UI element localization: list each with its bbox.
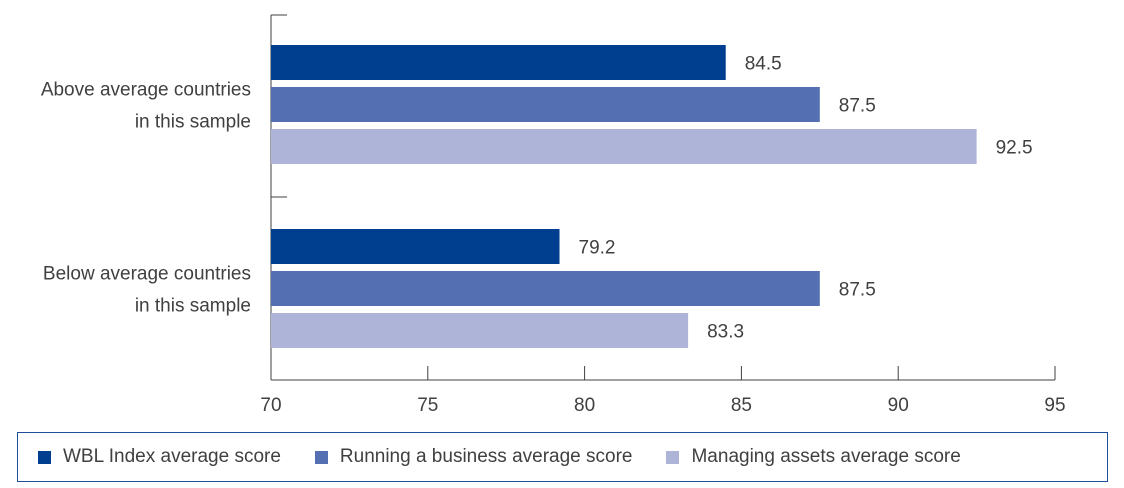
legend-label-wbl: WBL Index average score (63, 446, 281, 467)
bar-cat1-series0 (271, 229, 560, 264)
category-label-1-line-1: in this sample (135, 296, 251, 317)
legend-swatch-running-business (314, 450, 328, 464)
x-tick-label-90: 90 (888, 395, 909, 416)
category-label-0-line-1: in this sample (135, 112, 251, 133)
legend-item-managing-assets: Managing assets average score (666, 446, 961, 468)
legend-swatch-managing-assets (666, 450, 680, 464)
legend-item-running-business: Running a business average score (314, 446, 633, 468)
data-label-cat1-series0: 79.2 (579, 238, 616, 259)
data-label-cat0-series2: 92.5 (996, 138, 1033, 159)
x-tick-label-85: 85 (731, 395, 752, 416)
data-label-cat1-series2: 83.3 (707, 322, 744, 343)
x-tick-label-75: 75 (417, 395, 438, 416)
bar-cat1-series1 (271, 271, 820, 306)
bar-chart-svg: 70 75 80 85 90 95 84.5 87.5 92.5 Above average co… (41, 14, 1066, 416)
data-label-cat0-series0: 84.5 (745, 54, 782, 75)
x-tick-label-95: 95 (1044, 395, 1065, 416)
category-label-1-line-0: Below average countries (43, 264, 251, 285)
legend-swatch-wbl (38, 450, 51, 464)
legend-item-wbl: WBL Index average score (38, 446, 281, 468)
bar-cat1-series2 (271, 313, 689, 348)
category-label-0-line-0: Above average countries (41, 80, 251, 101)
legend-label-running-business: Running a business average score (339, 446, 633, 467)
bar-cat0-series0 (271, 45, 726, 80)
legend-label-managing-assets: Managing assets average score (691, 446, 961, 467)
bar-cat0-series1 (271, 87, 820, 122)
bar-cat0-series2 (271, 129, 977, 164)
data-label-cat0-series1: 87.5 (839, 96, 876, 117)
x-tick-label-80: 80 (574, 395, 595, 416)
data-label-cat1-series1: 87.5 (839, 280, 876, 301)
legend: WBL Index average score Running a busine… (17, 432, 1108, 482)
x-tick-label-70: 70 (260, 395, 281, 416)
